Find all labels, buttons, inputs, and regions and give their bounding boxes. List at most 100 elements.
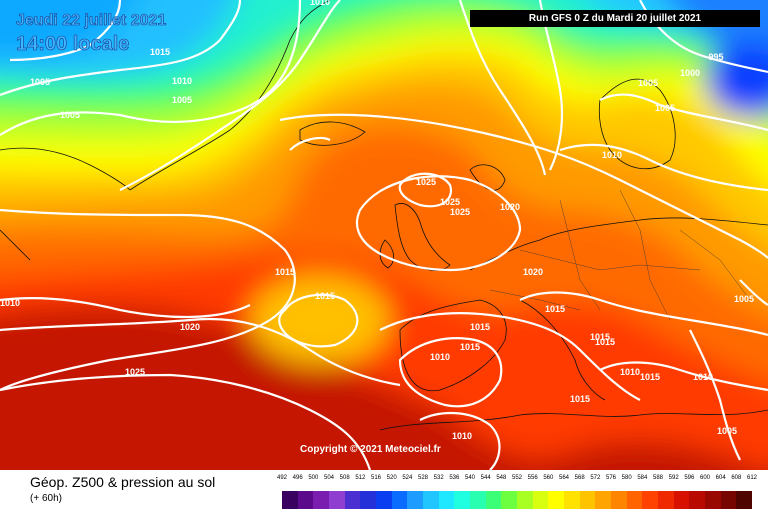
legend-tick-label: 576 bbox=[605, 475, 616, 481]
iso-1010-top: 1010 bbox=[310, 0, 330, 7]
legend-tick-label: 560 bbox=[543, 475, 554, 481]
iso-1025-uk-c: 1025 bbox=[450, 207, 470, 217]
legend-tick-label: 552 bbox=[511, 475, 522, 481]
legend-swatch bbox=[313, 491, 330, 509]
iso-1005-scand-a: 1005 bbox=[638, 78, 658, 88]
legend-swatch bbox=[501, 491, 518, 509]
coastlines bbox=[0, 0, 768, 431]
copyright-notice: Copyright © 2021 Meteociel.fr bbox=[300, 444, 441, 455]
legend-swatch bbox=[297, 491, 314, 509]
legend-tick-label: 580 bbox=[621, 475, 632, 481]
iso-1025-uk-a: 1025 bbox=[416, 177, 436, 187]
isobar-labels: 1015 1010 1005 1005 1005 1010 995 1000 1005 1005 1… bbox=[0, 0, 754, 441]
legend-tick-label: 504 bbox=[323, 475, 334, 481]
iso-1020-eu: 1020 bbox=[523, 267, 543, 277]
run-info-banner: Run GFS 0 Z du Mardi 20 juillet 2021 bbox=[470, 10, 760, 27]
iso-1020-atl: 1020 bbox=[180, 322, 200, 332]
legend-tick-label: 492 bbox=[276, 475, 287, 481]
legend-swatch bbox=[564, 491, 581, 509]
legend-tick-label: 548 bbox=[496, 475, 507, 481]
legend-swatch bbox=[736, 491, 753, 509]
iso-1015-med: 1015 bbox=[570, 394, 590, 404]
forecast-range: (+ 60h) bbox=[30, 493, 62, 504]
legend-tick-label: 516 bbox=[370, 475, 381, 481]
forecast-date: Jeudi 22 juillet 2021 bbox=[16, 12, 167, 30]
legend-tick-label: 520 bbox=[386, 475, 397, 481]
legend-tick-label: 528 bbox=[417, 475, 428, 481]
legend-swatch bbox=[485, 491, 502, 509]
legend-swatch bbox=[626, 491, 643, 509]
legend-swatch bbox=[689, 491, 706, 509]
legend-swatch bbox=[376, 491, 393, 509]
iso-1010-east: 1010 bbox=[693, 372, 713, 382]
legend-swatch bbox=[282, 491, 299, 509]
legend-tick-label: 540 bbox=[464, 475, 475, 481]
iso-1015-iberia: 1015 bbox=[470, 322, 490, 332]
isobars bbox=[0, 0, 768, 470]
legend-tick-label: 600 bbox=[699, 475, 710, 481]
iso-1010-scand: 1010 bbox=[602, 150, 622, 160]
footer: Géop. Z500 & pression au sol (+ 60h) 492… bbox=[0, 470, 768, 512]
iso-1010-spain: 1010 bbox=[430, 352, 450, 362]
iso-1015-balkan: 1015 bbox=[640, 372, 660, 382]
weather-map: 1015 1010 1005 1005 1005 1010 995 1000 1005 1005 1… bbox=[0, 0, 768, 470]
legend-swatch bbox=[391, 491, 408, 509]
legend-tick-label: 572 bbox=[590, 475, 601, 481]
legend-swatch bbox=[532, 491, 549, 509]
legend-tick-label: 532 bbox=[433, 475, 444, 481]
iso-1015-italy-a: 1015 bbox=[590, 332, 610, 342]
legend-tick-label: 596 bbox=[684, 475, 695, 481]
iso-1015-greenland: 1015 bbox=[150, 47, 170, 57]
iso-995-scand: 995 bbox=[708, 52, 723, 62]
iso-1010-greenland: 1010 bbox=[172, 76, 192, 86]
iso-1020-de: 1020 bbox=[500, 202, 520, 212]
legend-tick-label: 608 bbox=[731, 475, 742, 481]
legend-tick-label: 512 bbox=[355, 475, 366, 481]
iso-1010-africa: 1010 bbox=[452, 431, 472, 441]
legend-swatch bbox=[579, 491, 596, 509]
iso-1025-atl: 1025 bbox=[125, 367, 145, 377]
legend-swatch bbox=[329, 491, 346, 509]
borders bbox=[489, 189, 751, 321]
iso-1015-alps: 1015 bbox=[545, 304, 565, 314]
legend-swatch bbox=[658, 491, 675, 509]
forecast-time: 14:00 locale bbox=[16, 33, 130, 56]
legend-tick-label: 524 bbox=[402, 475, 413, 481]
iso-1005-right: 1005 bbox=[734, 294, 754, 304]
legend-swatch bbox=[595, 491, 612, 509]
map-title: Géop. Z500 & pression au sol bbox=[30, 474, 216, 490]
legend-swatch bbox=[642, 491, 659, 509]
legend-swatch bbox=[517, 491, 534, 509]
iso-1005-greenland-w: 1005 bbox=[30, 77, 50, 87]
iso-1005-greenland-sw: 1005 bbox=[60, 110, 80, 120]
legend-swatch bbox=[423, 491, 440, 509]
legend-tick-label: 556 bbox=[527, 475, 538, 481]
legend-swatch bbox=[548, 491, 565, 509]
legend-swatch bbox=[673, 491, 690, 509]
legend-tick-label: 592 bbox=[668, 475, 679, 481]
legend-tick-label: 588 bbox=[652, 475, 663, 481]
legend-tick-label: 544 bbox=[480, 475, 491, 481]
legend-tick-label: 508 bbox=[339, 475, 350, 481]
iso-1005-scand-b: 1005 bbox=[655, 103, 675, 113]
iso-1000-scand: 1000 bbox=[680, 68, 700, 78]
legend-swatch bbox=[438, 491, 455, 509]
legend-tick-label: 584 bbox=[637, 475, 648, 481]
legend-swatch bbox=[454, 491, 471, 509]
legend-swatch bbox=[705, 491, 722, 509]
legend-tick-label: 564 bbox=[558, 475, 569, 481]
geopotential-field bbox=[0, 0, 768, 470]
iso-1015-atl-center: 1015 bbox=[315, 291, 335, 301]
iso-1025-uk-b: 1025 bbox=[440, 197, 460, 207]
legend-tick-label: 496 bbox=[292, 475, 303, 481]
iso-1015-atl: 1015 bbox=[275, 267, 295, 277]
legend-swatch bbox=[611, 491, 628, 509]
legend-tick-label: 536 bbox=[449, 475, 460, 481]
color-legend: 492 496 500 504 508 512 516 520 524 528 532 536 540 5… bbox=[277, 475, 757, 509]
iso-1005-greenland-mid: 1005 bbox=[172, 95, 192, 105]
legend-swatch bbox=[344, 491, 361, 509]
iso-1015-italy-b: 1015 bbox=[595, 337, 615, 347]
legend-swatch bbox=[360, 491, 377, 509]
iso-1005-east: 1005 bbox=[717, 426, 737, 436]
legend-swatch bbox=[720, 491, 737, 509]
